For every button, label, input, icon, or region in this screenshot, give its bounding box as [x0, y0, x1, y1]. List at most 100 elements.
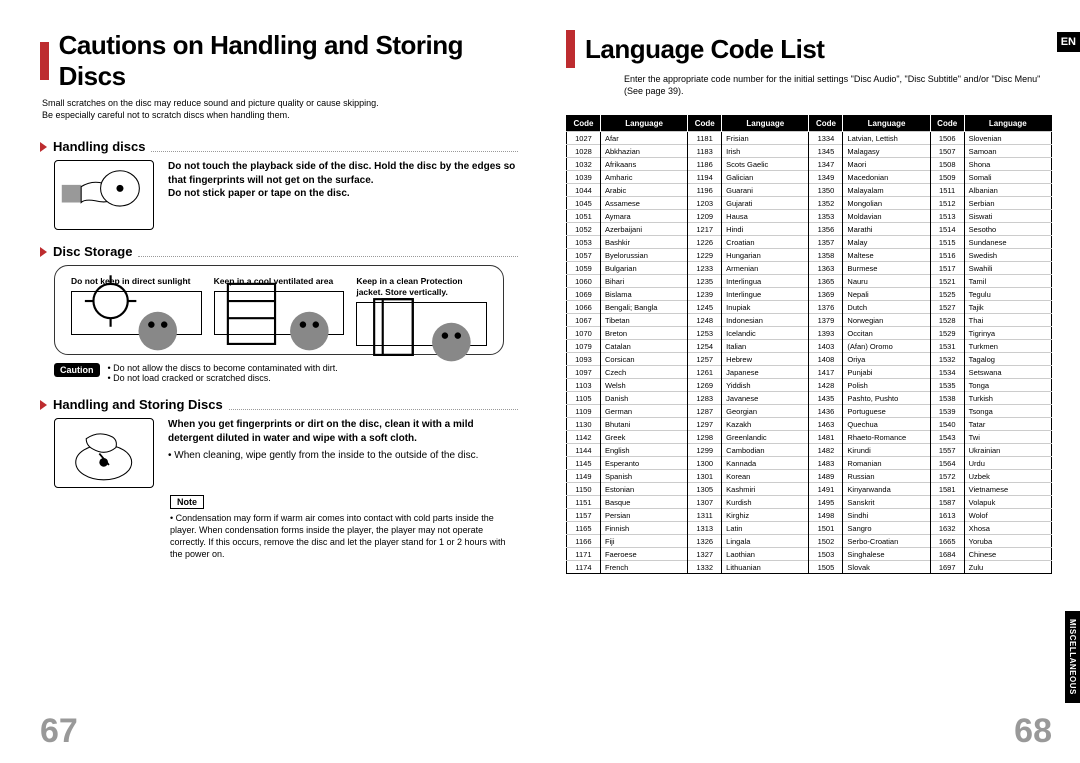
language-cell: Xhosa: [964, 522, 1051, 535]
code-cell: 1157: [567, 509, 601, 522]
code-cell: 1353: [809, 210, 843, 223]
table-header-cell: Code: [809, 116, 843, 132]
code-cell: 1481: [809, 431, 843, 444]
code-cell: 1051: [567, 210, 601, 223]
code-cell: 1350: [809, 184, 843, 197]
code-cell: 1028: [567, 145, 601, 158]
code-cell: 1613: [930, 509, 964, 522]
table-row: 1052Azerbaijani1217Hindi1356Marathi1514S…: [567, 223, 1052, 236]
handling-illustration: [54, 160, 154, 230]
language-cell: Tagalog: [964, 353, 1051, 366]
table-row: 1097Czech1261Japanese1417Punjabi1534Sets…: [567, 366, 1052, 379]
language-cell: Nepali: [843, 288, 930, 301]
language-cell: Malayalam: [843, 184, 930, 197]
language-cell: Tajik: [964, 301, 1051, 314]
table-row: 1149Spanish1301Korean1489Russian1572Uzbe…: [567, 470, 1052, 483]
language-cell: Corsican: [600, 353, 687, 366]
language-cell: Albanian: [964, 184, 1051, 197]
code-cell: 1326: [688, 535, 722, 548]
language-cell: Hebrew: [722, 353, 809, 366]
code-cell: 1495: [809, 496, 843, 509]
code-cell: 1498: [809, 509, 843, 522]
table-header-cell: Language: [843, 116, 930, 132]
language-cell: Bashkir: [600, 236, 687, 249]
code-cell: 1183: [688, 145, 722, 158]
code-cell: 1527: [930, 301, 964, 314]
language-cell: Byelorussian: [600, 249, 687, 262]
table-row: 1039Amharic1194Galician1349Macedonian150…: [567, 171, 1052, 184]
table-row: 1109German1287Georgian1436Portuguese1539…: [567, 405, 1052, 418]
code-cell: 1508: [930, 158, 964, 171]
language-cell: Ukrainian: [964, 444, 1051, 457]
code-cell: 1165: [567, 522, 601, 535]
table-row: 1051Aymara1209Hausa1353Moldavian1513Sisw…: [567, 210, 1052, 223]
language-cell: Yoruba: [964, 535, 1051, 548]
language-cell: Swedish: [964, 249, 1051, 262]
code-cell: 1245: [688, 301, 722, 314]
language-cell: Estonian: [600, 483, 687, 496]
language-cell: Pashto, Pushto: [843, 392, 930, 405]
code-cell: 1059: [567, 262, 601, 275]
table-row: 1060Bihari1235Interlingua1365Nauru1521Ta…: [567, 275, 1052, 288]
language-cell: Tamil: [964, 275, 1051, 288]
code-cell: 1097: [567, 366, 601, 379]
language-cell: Somali: [964, 171, 1051, 184]
table-row: 1067Tibetan1248Indonesian1379Norwegian15…: [567, 314, 1052, 327]
language-cell: French: [600, 561, 687, 574]
code-cell: 1334: [809, 132, 843, 145]
code-cell: 1287: [688, 405, 722, 418]
code-cell: 1093: [567, 353, 601, 366]
code-cell: 1239: [688, 288, 722, 301]
code-cell: 1506: [930, 132, 964, 145]
storage-box: Do not keep in direct sunlight Keep in a…: [54, 265, 504, 355]
code-cell: 1491: [809, 483, 843, 496]
code-cell: 1403: [809, 340, 843, 353]
dotted-rule: [138, 256, 518, 257]
section-text: Do not touch the playback side of the di…: [168, 160, 518, 230]
code-cell: 1070: [567, 327, 601, 340]
table-row: 1070Breton1253Icelandic1393Occitan1529Ti…: [567, 327, 1052, 340]
code-cell: 1060: [567, 275, 601, 288]
section-storage: Disc Storage Do not keep in direct sunli…: [40, 244, 518, 383]
code-cell: 1514: [930, 223, 964, 236]
caution-line: Do not allow the discs to become contami…: [108, 363, 338, 373]
code-cell: 1203: [688, 197, 722, 210]
language-cell: Slovenian: [964, 132, 1051, 145]
language-cell: Icelandic: [722, 327, 809, 340]
code-cell: 1517: [930, 262, 964, 275]
code-cell: 1428: [809, 379, 843, 392]
code-cell: 1066: [567, 301, 601, 314]
language-cell: Interlingua: [722, 275, 809, 288]
language-cell: Maltese: [843, 249, 930, 262]
language-cell: Kazakh: [722, 418, 809, 431]
language-cell: Uzbek: [964, 470, 1051, 483]
code-cell: 1151: [567, 496, 601, 509]
language-cell: Spanish: [600, 470, 687, 483]
language-cell: Scots Gaelic: [722, 158, 809, 171]
storage-item: Keep in a cool ventilated area: [214, 276, 345, 346]
language-cell: Shona: [964, 158, 1051, 171]
code-cell: 1327: [688, 548, 722, 561]
language-cell: Kashmiri: [722, 483, 809, 496]
table-row: 1157Persian1311Kirghiz1498Sindhi1613Wolo…: [567, 509, 1052, 522]
code-cell: 1684: [930, 548, 964, 561]
language-cell: Lingala: [722, 535, 809, 548]
language-cell: Turkmen: [964, 340, 1051, 353]
table-row: 1171Faeroese1327Laothian1503Singhalese16…: [567, 548, 1052, 561]
language-cell: Kannada: [722, 457, 809, 470]
title-row: Cautions on Handling and Storing Discs: [40, 30, 518, 92]
table-row: 1066Bengali; Bangla1245Inupiak1376Dutch1…: [567, 301, 1052, 314]
code-cell: 1254: [688, 340, 722, 353]
language-cell: Irish: [722, 145, 809, 158]
language-cell: Lithuanian: [722, 561, 809, 574]
code-cell: 1311: [688, 509, 722, 522]
code-cell: 1543: [930, 431, 964, 444]
table-row: 1044Arabic1196Guarani1350Malayalam1511Al…: [567, 184, 1052, 197]
code-cell: 1217: [688, 223, 722, 236]
code-cell: 1363: [809, 262, 843, 275]
language-cell: Tigrinya: [964, 327, 1051, 340]
language-cell: Japanese: [722, 366, 809, 379]
language-cell: Malay: [843, 236, 930, 249]
code-cell: 1436: [809, 405, 843, 418]
code-cell: 1313: [688, 522, 722, 535]
